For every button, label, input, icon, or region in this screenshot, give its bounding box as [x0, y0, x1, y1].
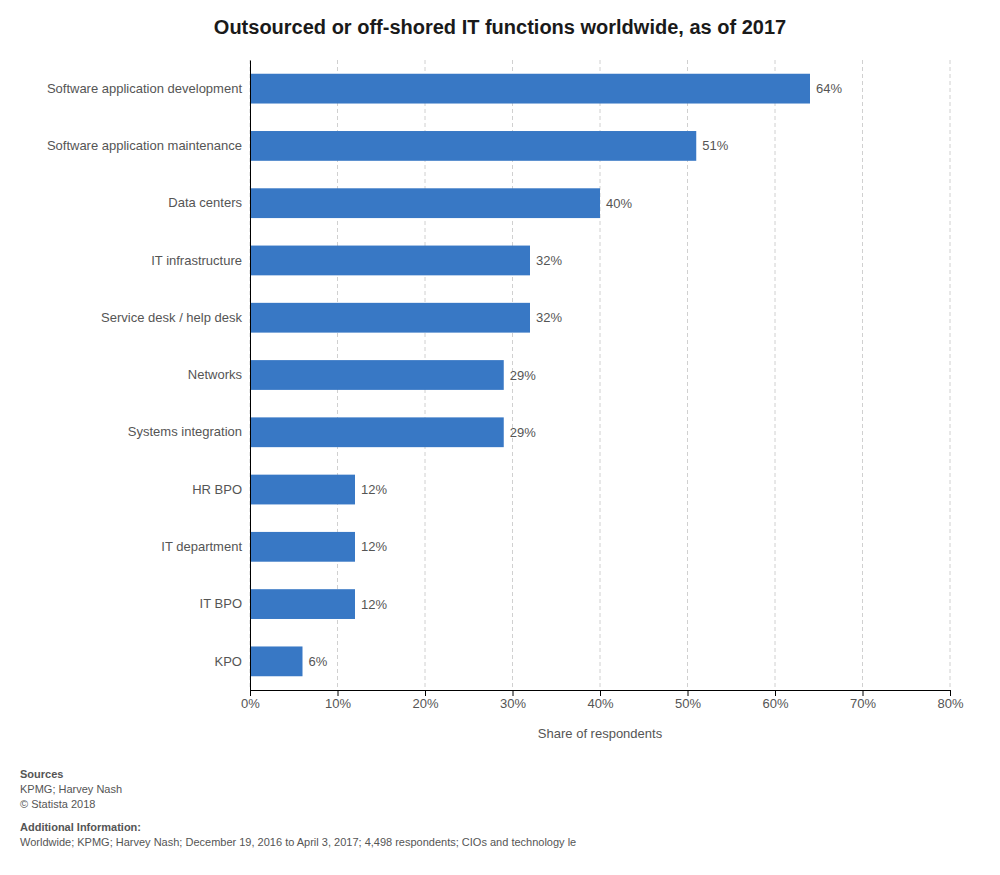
annotation-line: Additional Information:: [20, 821, 141, 833]
bar: [250, 589, 355, 619]
bar: [250, 303, 530, 333]
x-tick-label: 10%: [325, 696, 351, 711]
grid-line: [950, 60, 951, 690]
y-axis: Software application development Software…: [47, 61, 251, 691]
x-tick: 60%: [762, 690, 788, 711]
x-tick: 30%: [500, 690, 526, 711]
y-tick-label: Service desk / help desk: [101, 310, 242, 325]
y-tick: Software application maintenance: [47, 138, 250, 153]
annotation: Sources KPMG; Harvey Nash © Statista 2018: [20, 768, 122, 810]
y-tick: HR BPO: [192, 482, 250, 497]
y-tick-label: Networks: [188, 367, 243, 382]
x-tick: 10%: [325, 690, 351, 711]
data-label: 32%: [536, 310, 562, 325]
x-tick-mark: [863, 690, 864, 696]
data-labels: 64% 51% 40% 32% 32% 29% 29% 12% 12% 12% 6%: [309, 81, 843, 669]
y-tick: IT BPO: [200, 596, 250, 611]
x-tick-mark: [775, 690, 776, 696]
grid-line: [775, 60, 776, 690]
y-tick-label: KPO: [215, 654, 242, 669]
y-tick: IT infrastructure: [151, 253, 250, 268]
bar: [250, 532, 355, 562]
x-tick-label: 30%: [500, 696, 526, 711]
x-tick: 40%: [587, 690, 613, 711]
y-tick-label: IT infrastructure: [151, 253, 242, 268]
bar: [250, 417, 504, 447]
data-label: 32%: [536, 253, 562, 268]
data-label: 12%: [361, 539, 387, 554]
y-tick: Networks: [188, 367, 250, 382]
x-tick-label: 0%: [241, 696, 260, 711]
data-label: 64%: [816, 81, 842, 96]
x-tick-mark: [338, 690, 339, 696]
y-axis-line: [250, 61, 251, 691]
bar: [250, 360, 504, 390]
bar: [250, 188, 600, 218]
grid-line: [862, 60, 863, 690]
x-tick-label: 70%: [850, 696, 876, 711]
x-tick: 70%: [850, 690, 876, 711]
y-tick-label: Software application maintenance: [47, 138, 242, 153]
annotation-line: © Statista 2018: [20, 798, 95, 810]
grid: [250, 60, 950, 690]
annotation-line: Worldwide; KPMG; Harvey Nash; December 1…: [20, 836, 576, 848]
plot: 64% 51% 40% 32% 32% 29% 29% 12% 12% 12% 6% 0% 10% 20%…: [47, 60, 964, 711]
x-tick-label: 20%: [412, 696, 438, 711]
y-tick: IT department: [161, 539, 250, 554]
data-label: 51%: [702, 138, 728, 153]
x-tick-label: 60%: [762, 696, 788, 711]
bar: [250, 475, 355, 505]
x-tick: 0%: [241, 690, 260, 711]
title: Outsourced or off-shored IT functions wo…: [214, 16, 786, 38]
x-tick: 50%: [675, 690, 701, 711]
x-tick-mark: [600, 690, 601, 696]
data-label: 40%: [606, 196, 632, 211]
bars: [250, 74, 810, 677]
y-tick-label: IT department: [161, 539, 242, 554]
x-tick-mark: [688, 690, 689, 696]
y-tick: Software application development: [47, 81, 250, 96]
y-tick-label: Systems integration: [128, 424, 242, 439]
y-tick: KPO: [215, 654, 250, 669]
y-tick-label: HR BPO: [192, 482, 242, 497]
x-axis: 0% 10% 20% 30% 40% 50% 60% 70% 80%: [241, 690, 964, 711]
bar: [250, 74, 810, 104]
x-axis-title: Share of respondents: [538, 726, 663, 741]
x-tick: 20%: [412, 690, 438, 711]
data-label: 6%: [309, 654, 328, 669]
annotation-line: KPMG; Harvey Nash: [20, 783, 122, 795]
y-tick: Systems integration: [128, 424, 250, 439]
data-label: 12%: [361, 482, 387, 497]
x-tick-mark: [950, 690, 951, 696]
y-tick-label: IT BPO: [200, 596, 242, 611]
annotation-line: Sources: [20, 768, 63, 780]
x-tick: 80%: [937, 690, 963, 711]
x-tick-label: 40%: [587, 696, 613, 711]
annotation: Additional Information: Worldwide; KPMG; …: [20, 821, 576, 848]
y-tick: Service desk / help desk: [101, 310, 250, 325]
chart: Outsourced or off-shored IT functions wo…: [0, 0, 1000, 875]
x-tick-mark: [513, 690, 514, 696]
y-tick-label: Data centers: [168, 195, 242, 210]
bar: [250, 131, 696, 161]
data-label: 29%: [510, 425, 536, 440]
bar: [250, 646, 303, 676]
bar: [250, 246, 530, 276]
data-label: 29%: [510, 368, 536, 383]
x-tick-mark: [425, 690, 426, 696]
data-label: 12%: [361, 597, 387, 612]
x-tick-mark: [250, 690, 251, 696]
x-tick-label: 50%: [675, 696, 701, 711]
grid-line: [250, 60, 251, 690]
y-tick-label: Software application development: [47, 81, 243, 96]
x-tick-label: 80%: [937, 696, 963, 711]
y-tick: Data centers: [168, 195, 250, 210]
